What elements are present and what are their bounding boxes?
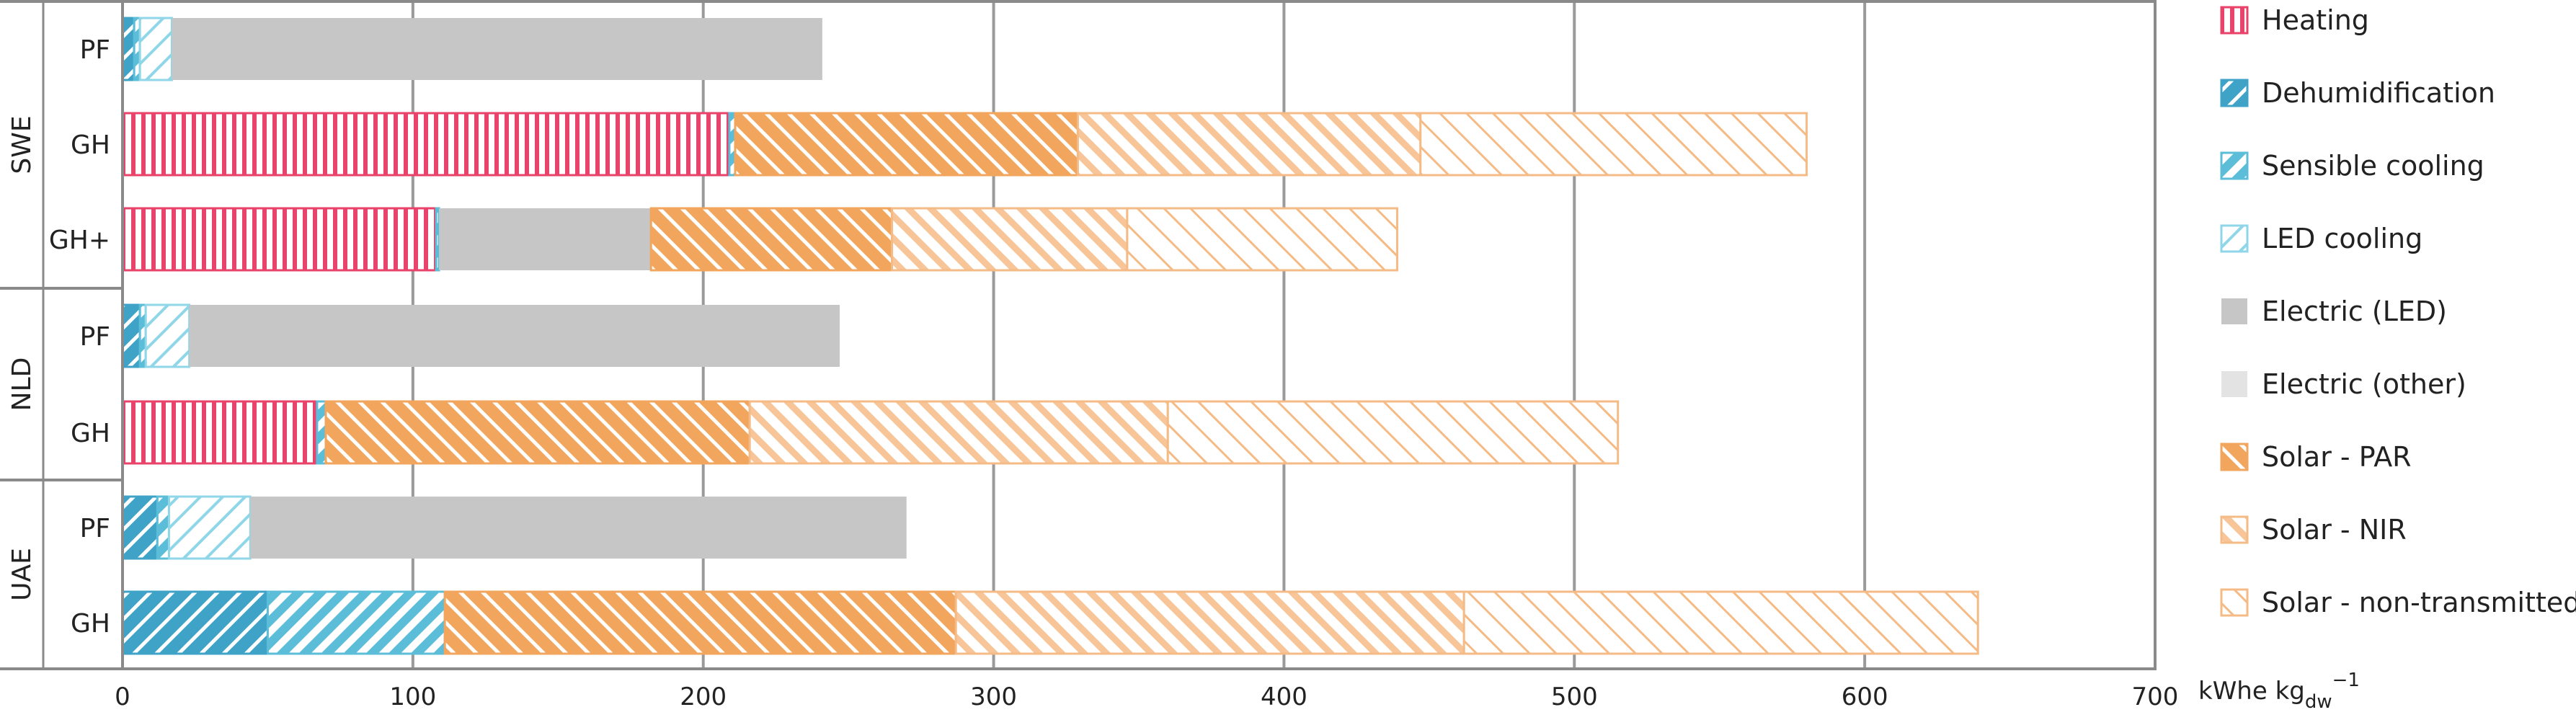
legend-item-solar-non-transmitted: Solar - non-transmitted (2220, 587, 2576, 618)
legend-swatch-led-cooling (2220, 224, 2249, 253)
legend-item-electric-other: Electric (other) (2221, 368, 2466, 400)
x-axis-unit-label: kWhe kgdw−1 (2198, 670, 2360, 713)
bar-swe-gh-solar-nir (1076, 112, 1422, 177)
x-tick-label-400: 400 (1261, 683, 1307, 711)
x-tick-label-300: 300 (970, 683, 1017, 711)
legend-label-sensible-cooling: Sensible cooling (2262, 150, 2484, 182)
legend-label-electric-other: Electric (other) (2262, 368, 2466, 400)
legend-swatch-solar-nir (2220, 515, 2249, 544)
bar-nld-pf-electric-led (189, 305, 840, 367)
legend-label-dehumidification: Dehumidification (2262, 77, 2495, 109)
bar-uae-pf-sensible-cooling (156, 495, 170, 560)
legend-label-electric-led: Electric (LED) (2262, 295, 2447, 327)
legend-label-solar-nir: Solar - NIR (2262, 514, 2407, 546)
bar-swe-gh-heating (121, 112, 731, 177)
legend-item-solar-par: Solar - PAR (2220, 441, 2412, 473)
bar-swe-gh-solar-par (734, 112, 1079, 177)
bar-swe-gh-solar-non-transmitted (1419, 112, 1808, 177)
bar-uae-gh-dehumidification (121, 590, 269, 655)
bar-swe-gh-electric-led (439, 208, 652, 270)
legend-swatch-solar-par (2220, 443, 2249, 471)
bar-swe-gh-heating (121, 207, 438, 272)
legend-item-heating: Heating (2220, 4, 2369, 36)
row-label-nld-pf: PF (80, 322, 110, 352)
row-label-swe-pf: PF (80, 35, 110, 65)
group-label-uae: UAE (7, 548, 37, 601)
legend-item-solar-nir: Solar - NIR (2220, 514, 2407, 546)
bar-nld-gh-solar-non-transmitted (1166, 400, 1620, 465)
legend-swatch-solar-non-transmitted (2220, 588, 2249, 617)
bar-swe-gh-solar-par (649, 207, 894, 272)
bar-nld-gh-heating (121, 400, 319, 465)
x-tick-label-500: 500 (1551, 683, 1598, 711)
x-tick-label-200: 200 (680, 683, 727, 711)
x-tick-label-700: 700 (2132, 683, 2179, 711)
bar-nld-gh-solar-par (324, 400, 751, 465)
row-label-swe-gh: GH (71, 130, 110, 160)
row-label-uae-pf: PF (80, 514, 110, 543)
legend-swatch-electric-other (2221, 371, 2247, 397)
legend: Heating Dehumidification Sensible cooling L… (2220, 4, 2576, 618)
bar-nld-gh-sensible-cooling (316, 400, 327, 465)
plot-border (121, 0, 2157, 670)
legend-label-led-cooling: LED cooling (2262, 223, 2422, 254)
bar-uae-pf-led-cooling (167, 495, 252, 560)
legend-swatch-electric-led (2221, 298, 2247, 324)
x-tick-label-100: 100 (389, 683, 436, 711)
bar-uae-gh-sensible-cooling (266, 590, 446, 655)
group-label-swe: SWE (7, 115, 37, 174)
plot-frame (0, 0, 2157, 670)
legend-label-solar-non-transmitted: Solar - non-transmitted (2262, 587, 2576, 618)
legend-label-heating: Heating (2262, 4, 2369, 36)
bar-swe-gh-solar-nir (891, 207, 1129, 272)
bar-swe-pf-led-cooling (138, 17, 173, 81)
bar-uae-pf-dehumidification (121, 495, 159, 560)
bar-uae-gh-solar-par (443, 590, 957, 655)
group-label-nld: NLD (7, 357, 37, 412)
bar-swe-gh-solar-non-transmitted (1126, 207, 1399, 272)
legend-item-sensible-cooling: Sensible cooling (2220, 150, 2484, 182)
x-axis-ticks: 0 100 200 300 400 500 600 700 (115, 683, 2178, 711)
legend-item-led-cooling: LED cooling (2220, 223, 2422, 254)
bar-swe-pf-electric-led (172, 18, 822, 80)
bar-nld-gh-solar-nir (748, 400, 1169, 465)
bar-uae-pf-electric-led (250, 497, 907, 559)
row-label-nld-gh: GH (71, 419, 110, 448)
legend-label-solar-par: Solar - PAR (2262, 441, 2412, 473)
bar-nld-pf-led-cooling (144, 303, 191, 368)
bars (121, 17, 1979, 655)
x-tick-label-0: 0 (115, 683, 130, 711)
bar-uae-gh-solar-nir (954, 590, 1465, 655)
bar-uae-gh-solar-non-transmitted (1462, 590, 1979, 655)
x-tick-label-600: 600 (1842, 683, 1888, 711)
y-axis-labels: PF GH GH+ PF GH PF GH SWE NLD UAE (7, 35, 110, 639)
bar-swe-pf-dehumidification (121, 17, 136, 81)
bar-nld-pf-dehumidification (121, 303, 141, 368)
row-label-swe-gh: GH+ (49, 226, 110, 255)
bar-swe-gh-sensible-cooling (435, 207, 440, 272)
legend-swatch-sensible-cooling (2220, 151, 2249, 180)
legend-swatch-heating (2220, 6, 2249, 35)
legend-item-electric-led: Electric (LED) (2221, 295, 2447, 327)
legend-swatch-dehumidification (2220, 79, 2249, 107)
legend-item-dehumidification: Dehumidification (2220, 77, 2495, 109)
row-label-uae-gh: GH (71, 609, 110, 639)
